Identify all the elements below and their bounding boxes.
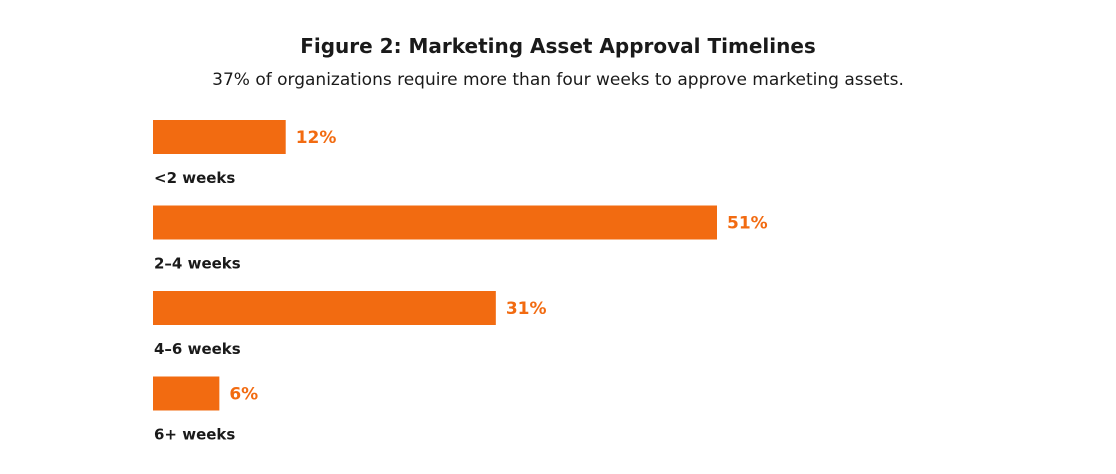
value-label-6-weeks: 6% bbox=[229, 385, 258, 405]
chart-title: Figure 2: Marketing Asset Approval Timel… bbox=[300, 34, 816, 58]
category-label-2-weeks: <2 weeks bbox=[154, 169, 235, 187]
category-label-6-weeks: 6+ weeks bbox=[154, 426, 235, 444]
value-label-4-6-weeks: 31% bbox=[506, 299, 547, 319]
chart-subtitle: 37% of organizations require more than f… bbox=[212, 70, 904, 90]
value-label-2-4-weeks: 51% bbox=[727, 214, 768, 234]
bar-2-weeks bbox=[153, 120, 286, 154]
category-label-2-4-weeks: 2–4 weeks bbox=[154, 255, 241, 273]
bar-2-4-weeks bbox=[153, 205, 717, 240]
bar-4-6-weeks bbox=[153, 291, 496, 325]
bar-6-weeks bbox=[153, 376, 220, 411]
category-label-4-6-weeks: 4–6 weeks bbox=[154, 340, 241, 358]
value-label-2-weeks: 12% bbox=[296, 128, 337, 148]
